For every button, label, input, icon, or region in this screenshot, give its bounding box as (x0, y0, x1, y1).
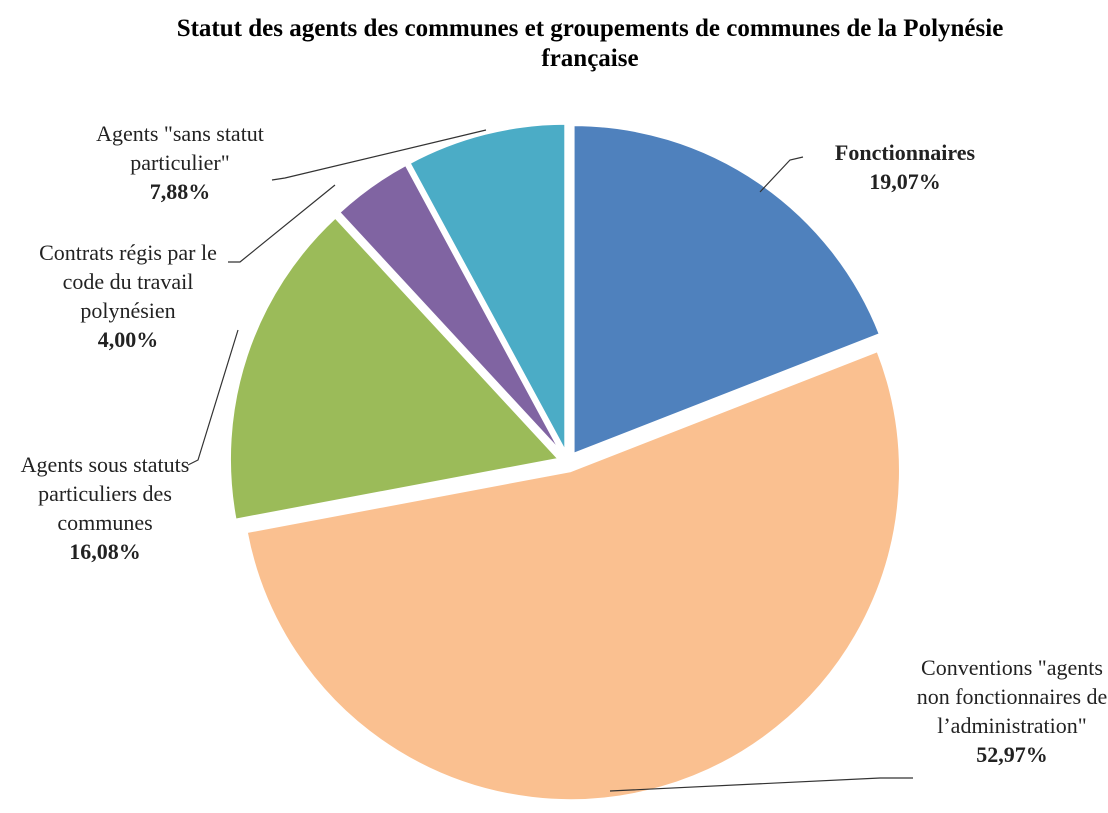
pie-slice (336, 162, 565, 456)
value-label: 16,08% (69, 539, 141, 564)
value-label: 52,97% (976, 742, 1048, 767)
leader-line (187, 329, 239, 466)
category-name: Agents "sans statut particulier" (96, 121, 264, 175)
value-label: 7,88% (149, 179, 211, 204)
slice-label: Agents sous statuts particuliers des com… (5, 450, 205, 566)
value-label: 19,07% (869, 169, 941, 194)
category-name: Agents sous statuts particuliers des com… (20, 452, 190, 535)
category-name: Conventions "agents non fonctionnaires d… (916, 655, 1108, 738)
value-label: 4,00% (97, 327, 159, 352)
slice-label: Contrats régis par le code du travail po… (33, 238, 223, 354)
category-name: Fonctionnaires (834, 140, 976, 165)
slice-label: Agents "sans statut particulier" 7,88% (80, 119, 280, 206)
leader-line (228, 184, 336, 263)
pie-slice (227, 214, 563, 522)
leader-lines (187, 129, 913, 792)
leader-line (271, 129, 487, 181)
slice-label: Fonctionnaires 19,07% (795, 138, 1015, 196)
pie-slice (244, 348, 902, 803)
slice-label: Conventions "agents non fonctionnaires d… (912, 653, 1108, 769)
leader-line (609, 777, 913, 792)
leader-line (759, 156, 804, 193)
pie-slice (571, 123, 883, 457)
category-name: Contrats régis par le code du travail po… (39, 240, 217, 323)
pie-slice (406, 121, 568, 454)
chart-title: Statut des agents des communes et groupe… (176, 15, 1004, 72)
